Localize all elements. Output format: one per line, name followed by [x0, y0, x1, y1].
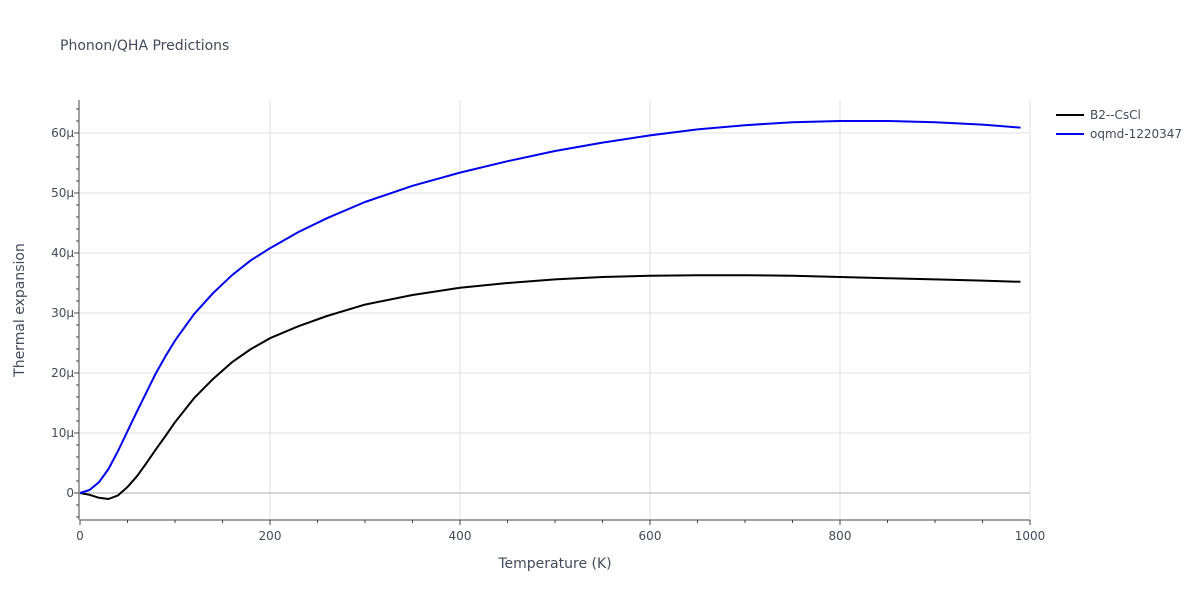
- y-tick-label: 10μ: [51, 426, 74, 440]
- y-tick-label: 20μ: [51, 366, 74, 380]
- series-line-1: [79, 274, 1021, 500]
- x-tick-label: 400: [449, 529, 472, 543]
- chart-title: Phonon/QHA Predictions: [60, 38, 229, 54]
- x-tick-label: 0: [76, 529, 84, 543]
- y-tick-label: 0: [66, 486, 74, 500]
- y-tick-label: 50μ: [51, 186, 74, 200]
- x-tick-label: 800: [829, 529, 852, 543]
- legend-label: B2--CsCl: [1090, 108, 1141, 122]
- x-tick-label: 1000: [1015, 529, 1046, 543]
- series-line-2: [79, 120, 1021, 494]
- y-tick-label: 30μ: [51, 306, 74, 320]
- axes-layer: 0 200 400 600 800 1000 0 10μ 20μ 30μ 40μ 50μ 60μ: [51, 100, 1045, 543]
- legend-label: oqmd-1220347: [1090, 127, 1182, 141]
- x-tick-label: 600: [639, 529, 662, 543]
- x-axis-title: Temperature (K): [497, 556, 611, 572]
- x-tick-label: 200: [259, 529, 282, 543]
- y-axis-title: Thermal expansion: [12, 243, 28, 378]
- grid-layer: [80, 100, 1031, 520]
- y-tick-label: 40μ: [51, 246, 74, 260]
- y-tick-label: 60μ: [51, 126, 74, 140]
- series-layer: [79, 120, 1021, 500]
- legend: B2--CsCl oqmd-1220347: [1056, 108, 1182, 141]
